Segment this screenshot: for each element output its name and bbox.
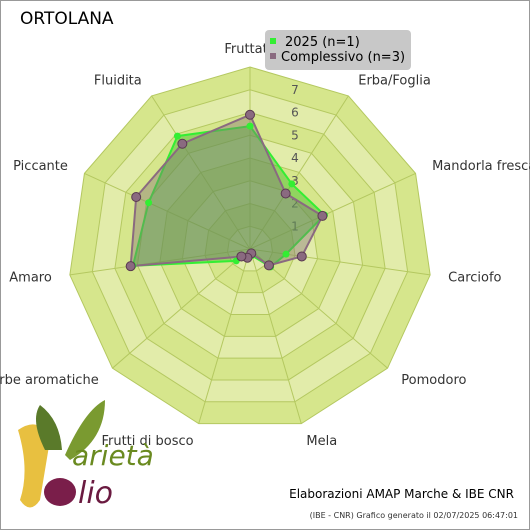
r-tick-label: 1	[291, 219, 299, 233]
data-point	[263, 260, 274, 271]
data-point	[131, 192, 142, 203]
axis-label: Piccante	[13, 159, 68, 174]
axis-label: Carciofo	[448, 270, 501, 285]
logo-leaf	[36, 405, 62, 450]
spoke	[249, 248, 302, 424]
chart-title: ORTOLANA	[20, 9, 114, 29]
r-tick-label: 7	[291, 83, 299, 97]
r-tick-label: 2	[291, 197, 299, 211]
axis-label: Pomodoro	[401, 373, 466, 388]
data-point	[282, 250, 290, 258]
data-point	[236, 251, 247, 262]
axis-label: Amaro	[9, 270, 52, 285]
r-tick-label: 3	[291, 174, 299, 188]
data-point	[246, 122, 254, 130]
axis-label: Erbe aromatiche	[0, 373, 99, 388]
r-tick-label: 6	[291, 106, 299, 120]
spoke	[84, 172, 251, 250]
footnote: (IBE - CNR) Grafico generato il 02/07/20…	[310, 511, 518, 520]
logo-text: arietà	[72, 439, 154, 472]
axis-label: Fluidita	[94, 74, 142, 89]
legend-swatch	[270, 38, 276, 44]
logo-shape	[18, 424, 50, 508]
r-tick-label: 5	[291, 128, 299, 142]
logo: arietà lio	[18, 400, 154, 511]
spoke	[198, 248, 251, 424]
legend-label: 2025 (n=1)	[285, 35, 360, 50]
axis-label: Erba/Foglia	[358, 74, 431, 89]
data-point	[177, 138, 188, 149]
axis-label: Mandorla fresca	[432, 159, 530, 174]
axis-label: Frutti di bosco	[101, 434, 193, 449]
data-point	[173, 132, 181, 140]
legend-box	[265, 30, 411, 70]
axis-label: Fruttato	[224, 42, 275, 57]
logo-olive	[44, 478, 76, 506]
logo-leaf	[65, 400, 105, 460]
data-point	[317, 210, 328, 221]
logo-text: lio	[78, 476, 113, 511]
legend-label: Complessivo (n=3)	[281, 50, 405, 65]
credits: Elaborazioni AMAP Marche & IBE CNR	[289, 487, 514, 501]
data-point	[280, 188, 291, 199]
spoke	[249, 95, 349, 250]
r-tick-label: 4	[291, 151, 299, 165]
data-point	[125, 261, 136, 272]
data-point	[145, 199, 153, 207]
spoke	[249, 248, 431, 276]
data-point	[245, 109, 255, 120]
spoke	[69, 248, 251, 276]
legend-swatch	[270, 53, 276, 59]
spoke	[249, 172, 416, 250]
spoke	[151, 95, 251, 250]
axis-label: Mela	[306, 434, 337, 449]
data-point	[296, 251, 307, 262]
data-point	[288, 180, 296, 188]
spoke	[112, 248, 251, 369]
